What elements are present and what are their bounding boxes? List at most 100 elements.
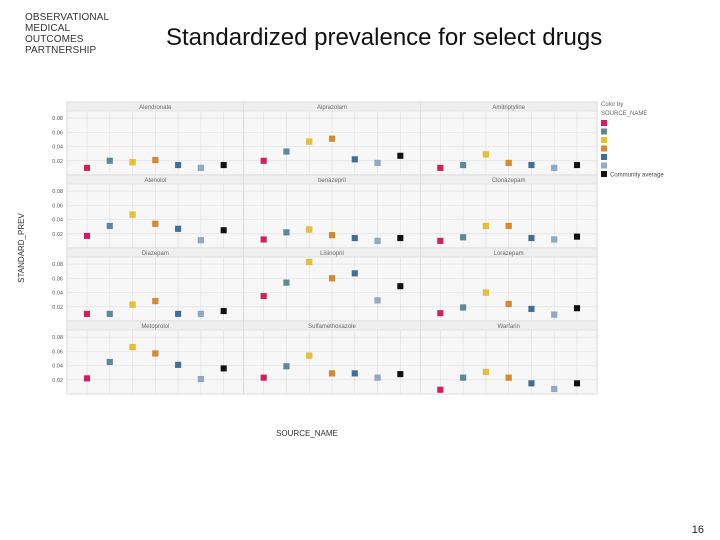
data-point: [328, 275, 336, 282]
data-point: [397, 234, 404, 242]
data-point: [220, 161, 227, 169]
panel-title: Metoprolol: [141, 324, 169, 330]
panel-title: Alendronate: [139, 105, 172, 111]
data-point: [174, 310, 182, 318]
data-point: [197, 236, 205, 244]
data-point: [106, 222, 113, 230]
data-point: [459, 234, 467, 241]
data-point: [283, 148, 290, 155]
panel-title: Lisinopril: [320, 251, 344, 257]
data-point: [260, 236, 267, 243]
y-tick-label: 0.06: [52, 349, 63, 355]
data-point: [306, 258, 313, 266]
data-point: [197, 164, 205, 172]
data-point: [260, 374, 267, 381]
data-point: [374, 159, 381, 167]
data-point: [83, 232, 91, 240]
legend-swatch: [601, 120, 607, 126]
org-line: OBSERVATIONAL: [25, 12, 110, 23]
data-point: [197, 310, 205, 318]
x-axis-title: SOURCE_NAME: [276, 429, 338, 438]
panel-title: Diazepam: [142, 251, 169, 257]
data-point: [528, 234, 535, 242]
data-point: [152, 297, 159, 305]
data-point: [505, 300, 512, 308]
data-point: [220, 365, 227, 372]
legend-swatch: [601, 128, 607, 135]
data-point: [83, 164, 91, 172]
data-point: [328, 135, 336, 142]
panel-title: Warfarin: [497, 324, 519, 330]
data-point: [528, 161, 535, 169]
data-point: [528, 380, 535, 387]
data-point: [551, 236, 558, 243]
page-title: Standardized prevalence for select drugs: [166, 24, 603, 51]
legend-swatch: [601, 145, 607, 152]
y-tick-label: 0.02: [52, 159, 63, 165]
panel-title: Clonazepam: [492, 178, 526, 184]
data-point: [573, 161, 581, 169]
y-tick-label: 0.02: [52, 378, 63, 384]
org-line: MEDICAL: [25, 23, 71, 34]
data-point: [459, 161, 467, 169]
data-point: [573, 305, 581, 312]
org-name: OBSERVATIONAL MEDICAL OUTCOMES PARTNERSH…: [25, 12, 155, 56]
legend-title: SOURCE_NAME: [601, 111, 647, 117]
data-point: [351, 270, 358, 277]
data-point: [220, 307, 227, 315]
y-tick-label: 0.06: [52, 276, 63, 282]
data-point: [573, 233, 581, 240]
data-point: [437, 309, 444, 317]
y-tick-label: 0.04: [52, 145, 63, 151]
data-point: [260, 157, 267, 164]
data-point: [505, 374, 512, 381]
legend-swatch: [601, 162, 607, 169]
data-point: [482, 368, 490, 376]
data-point: [351, 156, 358, 163]
data-point: [306, 352, 313, 359]
y-tick-label: 0.08: [52, 116, 63, 122]
data-point: [573, 380, 581, 387]
data-point: [551, 164, 558, 172]
data-point: [129, 301, 136, 308]
data-point: [482, 151, 490, 158]
panel-title: Atenolol: [144, 178, 166, 184]
data-point: [220, 227, 227, 234]
data-point: [283, 279, 290, 286]
data-point: [397, 370, 404, 378]
data-point: [328, 370, 336, 377]
data-point: [197, 375, 205, 383]
y-tick-label: 0.08: [52, 335, 63, 341]
data-point: [152, 156, 159, 164]
data-point: [551, 311, 558, 318]
data-point: [129, 343, 136, 351]
y-tick-label: 0.04: [52, 364, 63, 370]
y-tick-label: 0.08: [52, 189, 63, 195]
data-point: [260, 292, 267, 300]
data-point: [152, 350, 159, 357]
data-point: [397, 282, 404, 290]
data-point: [174, 361, 182, 369]
legend-label: Community average: [610, 173, 664, 179]
data-point: [374, 237, 381, 245]
panel-title: Alprazolam: [317, 105, 347, 111]
data-point: [482, 289, 490, 296]
page-number: 16: [691, 524, 704, 536]
data-point: [437, 164, 444, 172]
data-point: [551, 385, 558, 393]
data-point: [129, 158, 136, 166]
panel-title: benazepril: [318, 178, 346, 184]
y-tick-label: 0.08: [52, 262, 63, 268]
data-point: [328, 231, 336, 239]
data-point: [283, 229, 290, 236]
data-point: [306, 226, 313, 233]
y-tick-label: 0.06: [52, 130, 63, 136]
data-point: [437, 237, 444, 245]
y-axis-title: STANDARD_PREV: [17, 213, 26, 283]
data-point: [505, 222, 512, 230]
y-tick-label: 0.06: [52, 203, 63, 209]
data-point: [306, 138, 313, 145]
legend-title: Color by: [601, 102, 623, 108]
y-tick-label: 0.04: [52, 218, 63, 224]
